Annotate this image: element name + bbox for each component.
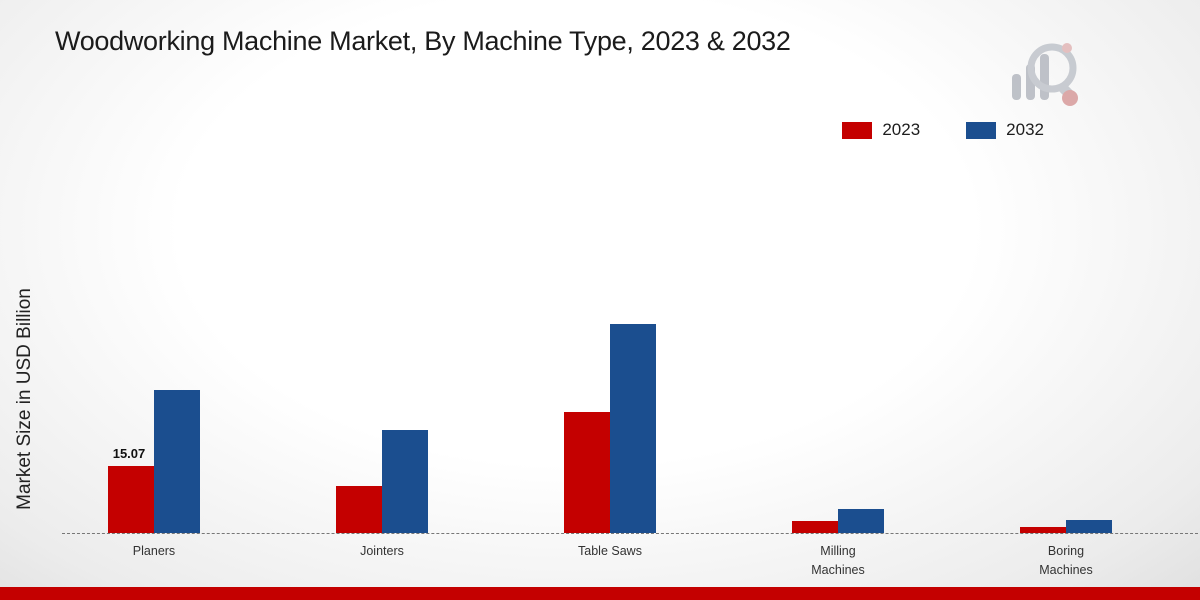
bar-2023-milling-machines <box>792 521 838 533</box>
bar-group-planers: 15.07 Planers <box>40 150 268 558</box>
chart-title: Woodworking Machine Market, By Machine T… <box>55 26 791 56</box>
bar-2032-table-saws <box>610 324 656 533</box>
bar-value-label: 15.07 <box>112 446 146 461</box>
x-tick-label-jointers: Jointers <box>360 544 404 558</box>
bar-2023-planers <box>108 466 154 533</box>
bar-2032-milling-machines <box>838 509 884 533</box>
x-axis-baseline <box>62 533 1198 534</box>
y-axis-label: Market Size in USD Billion <box>14 288 35 510</box>
bar-group-table-saws: Table Saws <box>496 150 724 558</box>
bar-group-jointers: Jointers <box>268 150 496 558</box>
x-tick-label-table-saws: Table Saws <box>578 544 642 558</box>
bar-group-boring-machines: Boring Machines <box>952 150 1180 577</box>
bar-2023-table-saws <box>564 412 610 533</box>
legend: 2023 2032 <box>842 120 1044 140</box>
legend-label: 2032 <box>1006 120 1044 139</box>
legend-swatch-2032 <box>966 121 997 139</box>
bar-2032-jointers <box>382 430 428 533</box>
bar-2032-boring-machines <box>1066 520 1112 533</box>
legend-swatch-2023 <box>842 121 873 139</box>
x-tick-label-boring-machines: Boring Machines <box>1039 544 1093 578</box>
legend-label: 2023 <box>882 120 921 139</box>
footer-accent-bar <box>0 587 1200 600</box>
brand-logo <box>1000 32 1082 110</box>
x-tick-label-milling-machines: Milling Machines <box>811 544 865 578</box>
bar-2023-boring-machines <box>1020 527 1066 533</box>
bar-chart-magnifier-icon <box>1012 43 1078 106</box>
legend-item-2032: 2032 <box>966 120 1044 140</box>
bar-2023-jointers <box>336 486 382 533</box>
bar-2032-planers <box>154 390 200 533</box>
bar-group-milling-machines: Milling Machines <box>724 150 952 577</box>
legend-item-2023: 2023 <box>842 120 920 140</box>
x-tick-label-planers: Planers <box>132 544 176 558</box>
plot-area: 15.07 Planers Jointers Table Saws Milling Ma… <box>40 150 1180 577</box>
